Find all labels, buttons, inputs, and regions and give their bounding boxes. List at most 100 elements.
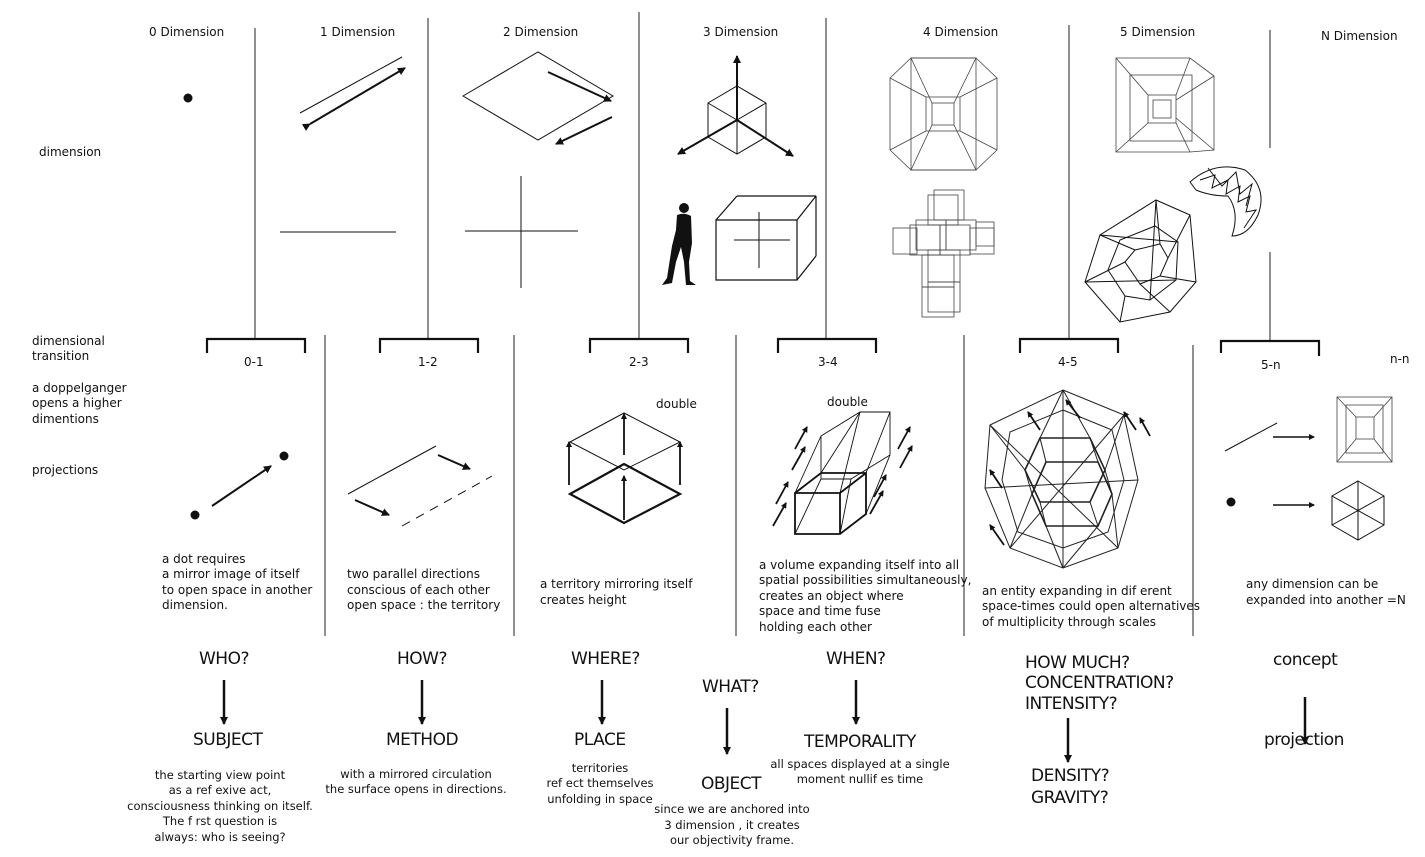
desc-where-line-1: territories (571, 761, 629, 775)
row-label-transition-1: dimensional (32, 334, 105, 348)
row-label-dimension: dimension (39, 145, 102, 159)
caption-4-5-line-3: of multiplicity through scales (982, 615, 1157, 629)
caption-1-2-line-3: open space : the territory (347, 598, 501, 612)
transition-label-1-2: 1-2 (418, 355, 438, 369)
hexagon-cube (1331, 480, 1385, 541)
desc-when-line-2: moment nullif es time (796, 772, 924, 786)
caption-1-2-line-2: conscious of each other (347, 583, 490, 597)
transition-label-5-n: 5-n (1261, 358, 1281, 372)
axis-right (736, 119, 794, 157)
bracket-2-3 (588, 337, 690, 353)
human-silhouette (662, 203, 696, 285)
caption-4-5-line-1: an entity expanding in dif erent (982, 584, 1172, 598)
caption-0-1-line-1: a dot requires (162, 552, 246, 566)
point-b-0-1 (279, 451, 289, 461)
arrow-2d-a (547, 71, 612, 102)
line-5-n (1224, 422, 1278, 452)
desc-how-line-1: with a mirrored circulation (340, 767, 492, 781)
row-label-transition-2: transition (32, 349, 90, 363)
question-where: WHERE? (571, 649, 640, 669)
question-concentration: CONCENTRATION? (1025, 673, 1174, 693)
plane-bottom-2-3 (567, 462, 683, 525)
point-a-0-1 (190, 510, 200, 520)
point-0d (183, 93, 193, 103)
tesseract-net (892, 189, 995, 318)
note-double-2-3: double (656, 397, 697, 411)
row-label-doppelganger-1: a doppelganger (32, 381, 127, 395)
arrow-b-1-2 (354, 499, 390, 516)
caption-4-5-line-2: space-times could open alternatives (982, 599, 1201, 613)
desc-where-line-3: unfolding in space (547, 792, 653, 806)
caption-1-2-line-1: two parallel directions (347, 567, 480, 581)
header-3-dimension: 3 Dimension (703, 25, 779, 39)
caption-5-n-line-1: any dimension can be (1246, 577, 1379, 591)
plane-2d (462, 51, 614, 141)
answer-place: PLACE (574, 730, 626, 750)
caption-2-3-line-1: a territory mirroring itself (540, 577, 693, 591)
caption-3-4-line-3: creates an object where (759, 589, 904, 603)
transition-label-3-4: 3-4 (818, 355, 838, 369)
question-how: HOW? (397, 649, 448, 669)
answer-method: METHOD (386, 730, 459, 750)
desc-how-line-2: the surface opens in directions. (325, 782, 507, 796)
desc-who-line-4: The f rst question is (162, 814, 278, 828)
transition-label-2-3: 2-3 (629, 355, 649, 369)
bracket-4-5 (1018, 337, 1120, 353)
caption-0-1-line-4: dimension. (162, 598, 228, 612)
tesseract-small (1336, 396, 1393, 463)
caption-3-4-line-1: a volume expanding itself into all (759, 558, 960, 572)
scribble-shape (1189, 166, 1262, 237)
arrow-0-1 (211, 465, 272, 507)
question-when: WHEN? (826, 649, 886, 669)
answer-temporality: TEMPORALITY (804, 732, 916, 752)
header-1-dimension: 1 Dimension (320, 25, 396, 39)
arrow-1d (301, 67, 406, 132)
polytope-4-5 (984, 389, 1139, 569)
row-label-doppelganger-2: opens a higher (32, 396, 122, 410)
caption-0-1-line-2: a mirror image of itself (162, 567, 300, 581)
penteract-5d (1084, 199, 1197, 323)
point-5-n (1226, 497, 1236, 507)
question-how-much: HOW MUCH? (1025, 653, 1130, 673)
answer-density: DENSITY? (1031, 766, 1110, 786)
note-double-3-4: double (827, 395, 868, 409)
question-concept: concept (1273, 650, 1338, 670)
row-label-doppelganger-3: dimentions (32, 412, 99, 426)
caption-0-1-line-3: to open space in another (162, 583, 313, 597)
bracket-5-n (1219, 339, 1321, 356)
header-n-dimension: N Dimension (1321, 29, 1398, 43)
plane-top-2-3 (568, 412, 682, 471)
desc-who-line-2: as a ref exive act, (168, 783, 272, 797)
question-intensity: INTENSITY? (1025, 694, 1118, 714)
hypercube-5d (1115, 57, 1215, 153)
header-0-dimension: 0 Dimension (149, 25, 225, 39)
question-who: WHO? (199, 649, 250, 669)
arrow-a-1-2 (437, 454, 471, 470)
header-2-dimension: 2 Dimension (503, 25, 579, 39)
line-1d (299, 56, 403, 114)
answer-subject: SUBJECT (193, 730, 263, 750)
header-5-dimension: 5 Dimension (1120, 25, 1196, 39)
desc-who-line-5: always: who is seeing? (154, 830, 286, 844)
desc-when-line-1: all spaces displayed at a single (770, 757, 950, 771)
transition-label-n-n: n-n (1390, 352, 1410, 366)
bracket-1-2 (378, 337, 480, 353)
desc-where-line-2: ref ect themselves (546, 776, 654, 790)
caption-2-3-line-2: creates height (540, 593, 627, 607)
transition-label-4-5: 4-5 (1058, 355, 1078, 369)
transition-label-0-1: 0-1 (244, 355, 264, 369)
desc-what-line-3: our objectivity frame. (669, 833, 795, 847)
desc-what-line-1: since we are anchored into (654, 802, 810, 816)
line-a-1-2 (347, 445, 437, 495)
bracket-3-4 (776, 337, 878, 353)
caption-3-4-line-5: holding each other (759, 620, 872, 634)
desc-who-line-3: consciousness thinking on itself. (127, 799, 313, 813)
desc-who-line-1: the starting view point (154, 768, 286, 782)
desc-what-line-2: 3 dimension , it creates (664, 818, 800, 832)
arrow-2d-b (555, 116, 613, 145)
answer-gravity: GRAVITY? (1031, 788, 1109, 808)
cube-perspective-front (715, 219, 798, 281)
axis-left (677, 119, 738, 155)
caption-3-4-line-4: space and time fuse (759, 604, 881, 618)
